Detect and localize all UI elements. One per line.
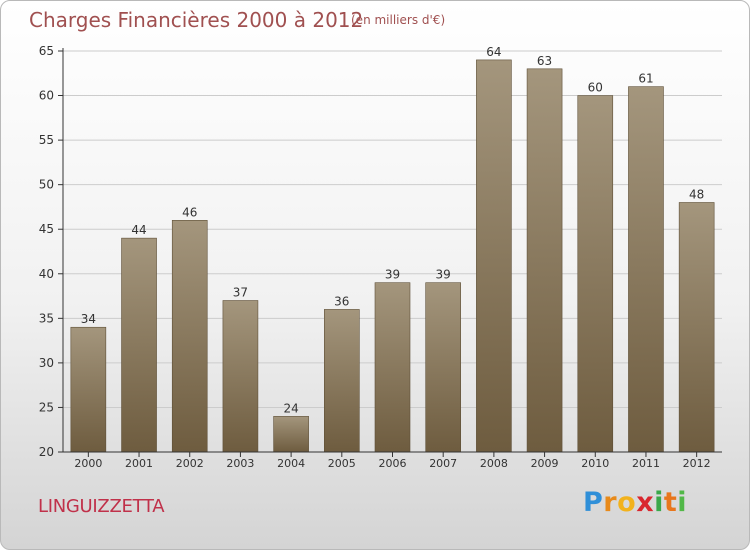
commune-name: LINGUIZZETTA (38, 496, 165, 517)
x-tick-label: 2012 (683, 457, 711, 470)
value-label: 39 (436, 268, 451, 282)
bar (425, 282, 461, 453)
y-tick-label: 30 (39, 356, 54, 370)
x-tick-label: 2007 (429, 457, 457, 470)
bar (222, 300, 259, 453)
value-label: 24 (283, 401, 298, 415)
y-tick-label: 45 (39, 222, 54, 236)
x-tick-label: 2009 (531, 457, 559, 470)
x-tick-label: 2011 (632, 457, 660, 470)
y-tick-label: 60 (39, 89, 54, 103)
x-tick-label: 2006 (379, 457, 407, 470)
bar (526, 68, 563, 453)
axes: 20 25 30 35 40 45 50 55 60 65 2000 2001 2002 2003 2004… (39, 44, 722, 470)
value-label: 63 (537, 54, 552, 68)
y-tick-label: 50 (39, 178, 54, 192)
y-tick-label: 35 (39, 311, 54, 325)
bar (324, 309, 360, 453)
bar (171, 220, 208, 453)
x-tick-label: 2010 (581, 457, 609, 470)
chart-subtitle: (en milliers d'€) (351, 13, 446, 27)
chart-title: Charges Financières 2000 à 2012 (29, 8, 364, 32)
logo-letter: P (583, 487, 604, 518)
value-label: 37 (233, 286, 248, 300)
x-tick-label: 2001 (125, 457, 153, 470)
y-tick-label: 40 (39, 267, 54, 281)
logo-letter: i (654, 487, 664, 518)
x-tick-label: 2002 (176, 457, 204, 470)
value-labels: 34 44 46 37 24 36 39 39 64 63 60 61 48 (81, 45, 705, 415)
logo-letter: r (603, 487, 618, 518)
value-label: 34 (81, 312, 96, 326)
value-label: 36 (334, 294, 349, 308)
y-tick-label: 20 (39, 445, 54, 459)
y-tick-label: 65 (39, 44, 54, 58)
x-tick-label: 2005 (328, 457, 356, 470)
logo-letter: x (636, 487, 655, 518)
logo-letter: i (677, 487, 688, 518)
bar (374, 282, 411, 453)
value-label: 48 (689, 187, 704, 201)
value-label: 39 (385, 268, 400, 282)
logo-letter: o (617, 487, 637, 518)
bar (577, 95, 614, 453)
value-label: 46 (182, 205, 197, 219)
value-label: 61 (638, 72, 653, 86)
x-tick-label: 2003 (226, 457, 254, 470)
value-label: 64 (486, 45, 501, 59)
bar (476, 59, 512, 453)
bar (121, 237, 157, 453)
proxiti-logo[interactable]: Proxiti (583, 487, 687, 518)
bars (70, 59, 715, 453)
bar (628, 86, 664, 453)
bar (273, 416, 309, 453)
x-tick-label: 2000 (74, 457, 102, 470)
y-tick-label: 55 (39, 133, 54, 147)
logo-letter: t (663, 487, 678, 518)
bar (70, 326, 107, 453)
value-label: 44 (131, 223, 146, 237)
x-tick-label: 2004 (277, 457, 305, 470)
bar (678, 202, 715, 453)
y-tick-label: 25 (39, 400, 54, 414)
x-tick-label: 2008 (480, 457, 508, 470)
value-label: 60 (588, 81, 603, 95)
